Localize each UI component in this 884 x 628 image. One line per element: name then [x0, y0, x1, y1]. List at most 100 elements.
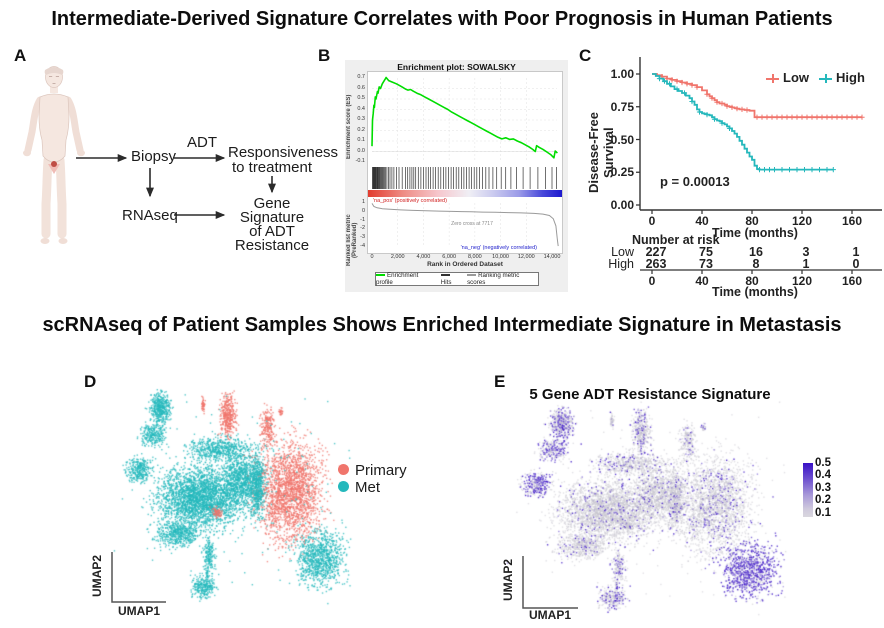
panel-a-label: A — [14, 46, 27, 65]
gsea-x-tick: 0 — [370, 254, 374, 260]
risk-value: 16 — [749, 245, 763, 259]
colorbar-tick: 0.2 — [815, 494, 831, 507]
section-title-1: Intermediate-Derived Signature Correlate… — [51, 8, 833, 30]
gsea-x-tick: 6,000 — [442, 254, 457, 260]
colorbar-tick: 0.3 — [815, 481, 831, 494]
node-gene-signature: Gene Signature of ADT Resistance — [225, 196, 319, 254]
km-curve-high — [652, 73, 834, 171]
gsea-na-neg-annotation: 'na_neg' (negatively correlated) — [460, 245, 537, 251]
gsea-zero-cross-annotation: Zero cross at 7717 — [451, 221, 493, 227]
gsea-legend-item-metric: Ranking metric scores — [467, 272, 538, 286]
node-responsiveness-line2: to treatment — [231, 159, 313, 176]
hits-swatch — [440, 274, 450, 277]
prostate-marker — [51, 161, 57, 167]
gsea-es-tick: 0.4 — [357, 105, 365, 112]
primary-legend-dot — [338, 464, 349, 475]
ranking-metric-line — [371, 203, 559, 247]
panel-c-label: C — [579, 46, 592, 65]
colorbar-tick: 0.4 — [815, 469, 831, 482]
risk-value: 3 — [802, 245, 810, 259]
ranked-list-colorbar — [368, 190, 562, 197]
colorbar-tick: 0.5 — [815, 457, 831, 469]
panel-b-label: B — [318, 46, 331, 65]
node-responsiveness-line1: Responsiveness — [228, 144, 339, 161]
gsea-legend: Enrichment profile Hits Ranking metric s… — [375, 272, 539, 286]
umap-signature-scatter — [500, 392, 800, 622]
risk-value: 8 — [752, 257, 760, 271]
colorbar-tick: 0.1 — [815, 506, 831, 519]
gsea-legend-item-profile: Enrichment profile — [376, 272, 436, 286]
primary-legend-label: Primary — [355, 462, 407, 479]
risk-table-title: Number at risk — [632, 233, 720, 247]
risk-x-tick: 120 — [791, 274, 813, 288]
signature-colorbar — [803, 463, 813, 517]
km-y-tick: 0.00 — [610, 198, 634, 212]
km-x-tick: 120 — [791, 214, 813, 228]
panel-d-label: D — [84, 372, 97, 391]
gsea-hit-lines — [372, 167, 557, 189]
high-curve-marker — [819, 74, 832, 83]
ranking-metric-swatch — [467, 274, 477, 277]
umap-e-xlabel: UMAP1 — [529, 608, 572, 622]
risk-x-tick: 40 — [695, 274, 709, 288]
gsea-x-tick: 8,000 — [467, 254, 482, 260]
umap-d-ylabel: UMAP2 — [90, 554, 104, 597]
gsea-metric-tick: -1 — [360, 216, 365, 223]
hair — [44, 67, 64, 75]
node-gene-signature-line3: Resistance — [234, 237, 310, 254]
gsea-es-tick: 0.5 — [357, 95, 365, 101]
km-legend-high: High — [819, 70, 865, 85]
km-legend-low-label: Low — [783, 70, 809, 85]
gsea-metric-tick: -2 — [360, 225, 365, 232]
low-curve-marker — [766, 74, 779, 83]
risk-value: 263 — [645, 257, 667, 271]
risk-value: 0 — [852, 257, 860, 271]
gsea-x-tick: 10,000 — [492, 254, 509, 260]
risk-x-tick: 80 — [745, 274, 759, 288]
risk-x-tick: 160 — [841, 274, 863, 288]
umap-e-ylabel: UMAP2 — [501, 558, 515, 601]
gsea-legend-label-metric: Ranking metric scores — [467, 272, 520, 286]
gsea-es-tick: 0.1 — [357, 137, 365, 143]
risk-row-label: High — [608, 257, 634, 271]
gsea-x-tick: 2,000 — [390, 254, 405, 260]
km-y-tick: 0.75 — [610, 99, 634, 114]
gsea-legend-item-hits: Hits — [440, 272, 462, 286]
umap-primary-met-scatter — [95, 388, 365, 616]
gsea-es-tick: 0.0 — [357, 147, 365, 154]
risk-value: 1 — [852, 245, 860, 259]
umap-d-axes — [111, 552, 166, 603]
gsea-es-tick: 0.3 — [357, 116, 365, 122]
km-y-tick: 1.00 — [610, 67, 634, 81]
gsea-x-tick: 12,000 — [517, 254, 535, 260]
risk-value: 73 — [699, 257, 713, 271]
panel-e-label: E — [494, 372, 506, 391]
km-y-tick: 0.50 — [610, 132, 634, 147]
section-title-2: scRNAseq of Patient Samples Shows Enrich… — [42, 314, 842, 336]
gsea-title: Enrichment plot: SOWALSKY — [397, 62, 516, 72]
pelvic-region-highlight — [48, 164, 60, 174]
gsea-metric-tick: -3 — [360, 234, 365, 241]
km-xlabel: Time (months) — [712, 226, 798, 240]
node-gene-signature-line2: of ADT — [249, 223, 295, 240]
km-legend-high-label: High — [836, 70, 865, 85]
risk-value: 227 — [645, 245, 667, 259]
gsea-na-pos-annotation: 'na_pos' (positively correlated) — [373, 198, 447, 204]
gsea-x-tick: 14,000 — [543, 254, 561, 260]
node-biopsy: Biopsy — [131, 148, 177, 165]
enrichment-score-curve — [371, 76, 558, 159]
gsea-legend-label-hits: Hits — [440, 279, 452, 286]
risk-table-xlabel: Time (months) — [712, 285, 798, 299]
km-x-tick: 80 — [745, 214, 759, 228]
km-x-tick: 0 — [648, 214, 656, 228]
risk-value: 1 — [802, 257, 810, 271]
km-legend-low: Low — [766, 70, 809, 85]
gsea-legend-label-profile: Enrichment profile — [376, 272, 419, 286]
km-x-tick: 160 — [841, 214, 863, 228]
node-responsiveness: Responsiveness to treatment — [228, 144, 339, 176]
gsea-es-tick: 0.6 — [357, 84, 365, 91]
met-legend-label: Met — [355, 479, 381, 496]
risk-x-tick: 0 — [648, 274, 656, 288]
enrichment-profile-swatch — [376, 274, 385, 277]
